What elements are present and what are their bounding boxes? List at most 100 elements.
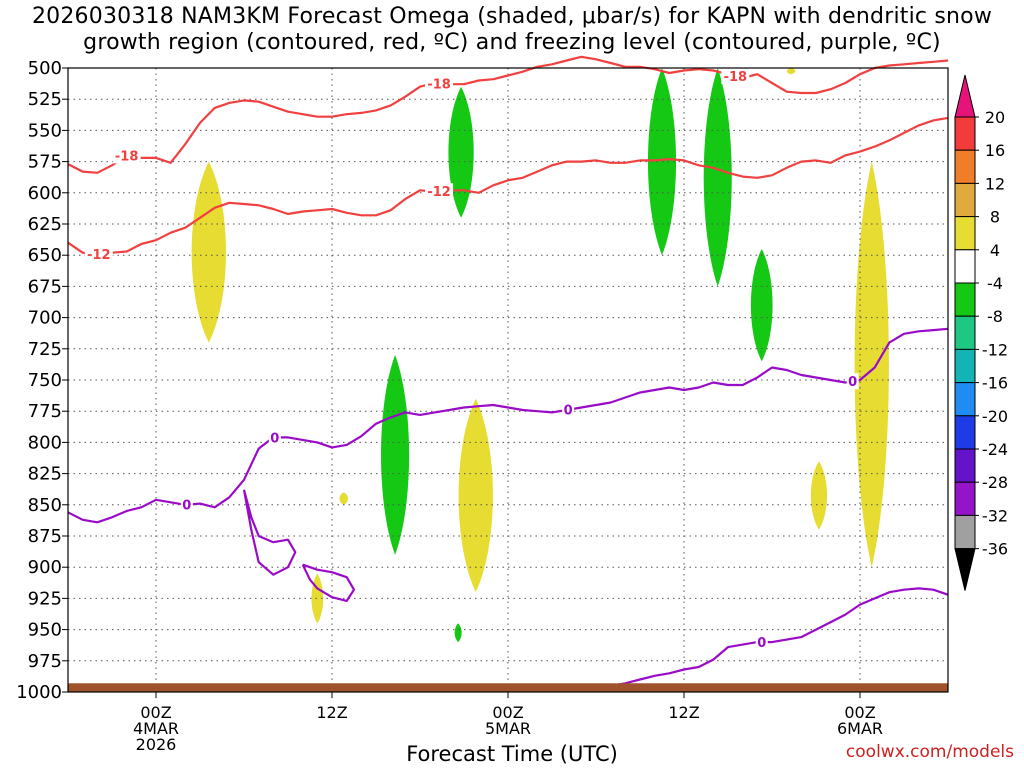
x-axis-label: Forecast Time (UTC)	[406, 742, 618, 766]
colorbar-swatch	[954, 149, 976, 184]
colorbar-label: -8	[987, 307, 1003, 326]
x-tick-label: 2026	[136, 735, 177, 754]
gridlines	[68, 68, 948, 692]
ground-fill	[68, 683, 948, 692]
omega-downward-region	[381, 355, 410, 555]
contour-label: -12	[87, 248, 111, 263]
y-tick-label: 650	[28, 245, 62, 266]
colorbar-bottom-triangle	[954, 548, 976, 591]
contour-line	[67, 327, 949, 524]
omega-shading-layer	[191, 68, 889, 643]
omega-downward-region	[703, 68, 732, 287]
ground-band	[68, 683, 948, 692]
y-tick-label: 675	[28, 276, 62, 297]
contour-line	[67, 55, 949, 174]
y-tick-label: 975	[28, 651, 62, 672]
omega-upward-region	[339, 492, 349, 505]
x-tick-label: 12Z	[668, 703, 699, 722]
y-tick-label: 550	[28, 120, 62, 141]
y-tick-label: 725	[28, 339, 62, 360]
chart-title-line-2: growth region (contoured, red, ºC) and f…	[83, 30, 941, 55]
contour-label: 0	[564, 404, 573, 419]
y-tick-label: 775	[28, 401, 62, 422]
contour-label-bg	[562, 401, 575, 418]
colorbar-swatch	[954, 116, 976, 151]
y-tick-label: 1000	[16, 682, 62, 703]
y-tick-label: 925	[28, 588, 62, 609]
colorbar-label: -36	[982, 540, 1008, 559]
omega-upward-region	[786, 68, 796, 75]
colorbar-label: -4	[987, 274, 1003, 293]
contour-label: 0	[848, 375, 857, 390]
chart-title-line-1: 2026030318 NAM3KM Forecast Omega (shaded…	[31, 4, 993, 29]
colorbar-label: 4	[990, 241, 1000, 260]
axes: 500 525 550 575 600 625 650 675 700 725 750 775 800 8…	[16, 58, 949, 754]
x-tick-label: 00Z	[844, 703, 875, 722]
colorbar: 20 16 12 8 4 -4 -8 -12 -16 -20 -24 -28 -32 -36	[954, 74, 1008, 591]
colorbar-label: -24	[982, 440, 1008, 459]
colorbar-top-triangle	[954, 74, 976, 118]
omega-downward-region	[454, 623, 462, 643]
y-tick-label: 850	[28, 495, 62, 516]
y-tick-label: 800	[28, 432, 62, 453]
colorbar-label: -16	[982, 374, 1008, 393]
contour-label: -18	[724, 70, 748, 85]
contour-lines: -18 -18 -18 -12 -12 0 0 0 0 0	[67, 55, 949, 689]
contour-line	[552, 587, 949, 689]
x-tick-label: 12Z	[316, 703, 347, 722]
y-tick-label: 950	[28, 620, 62, 641]
omega-upward-region	[810, 461, 828, 530]
y-tick-label: 575	[28, 152, 62, 173]
x-tick-label: 5MAR	[485, 719, 531, 738]
colorbar-label: -20	[982, 407, 1008, 426]
colorbar-label: -12	[982, 340, 1008, 359]
omega-upward-region	[191, 161, 226, 343]
colorbar-swatch	[954, 448, 976, 483]
x-tick-label: 6MAR	[837, 719, 883, 738]
contour-label-bg	[268, 429, 281, 446]
colorbar-swatch	[954, 182, 976, 218]
y-tick-label: 525	[28, 89, 62, 110]
contour-line	[301, 563, 356, 603]
colorbar-label: -28	[982, 473, 1008, 492]
colorbar-swatch	[954, 348, 976, 384]
x-tick-label: 00Z	[140, 703, 171, 722]
contour-label-bg	[84, 245, 113, 262]
colorbar-swatch	[954, 216, 976, 251]
colorbar-swatch	[954, 514, 976, 550]
x-tick-label: 4MAR	[133, 719, 179, 738]
contour-label-bg	[425, 75, 454, 92]
colorbar-label: 16	[985, 141, 1005, 160]
omega-upward-region	[854, 161, 889, 568]
contour-label-bg	[112, 147, 141, 164]
y-tick-label: 750	[28, 370, 62, 391]
y-tick-label: 900	[28, 557, 62, 578]
y-tick-label: 625	[28, 214, 62, 235]
contour-label-bg	[755, 634, 768, 651]
colorbar-swatch	[954, 249, 976, 284]
omega-downward-region	[750, 248, 773, 362]
colorbar-label: 8	[990, 208, 1000, 227]
contour-label: -18	[427, 77, 451, 92]
credit-link[interactable]: coolwx.com/models	[845, 742, 1014, 762]
y-tick-label: 825	[28, 464, 62, 485]
colorbar-swatch	[954, 481, 976, 516]
contour-label: -18	[115, 149, 139, 164]
colorbar-label: 20	[985, 108, 1005, 127]
contour-label-bg	[425, 183, 454, 200]
x-tick-label: 00Z	[492, 703, 523, 722]
colorbar-swatch	[954, 315, 976, 350]
colorbar-label: -32	[982, 506, 1008, 525]
colorbar-label: 12	[985, 174, 1005, 193]
omega-downward-region	[448, 86, 474, 218]
colorbar-swatch	[954, 282, 976, 317]
contour-label: 0	[270, 431, 279, 446]
omega-upward-region	[458, 398, 493, 593]
y-tick-label: 500	[28, 58, 62, 79]
contour-line	[242, 489, 297, 576]
colorbar-swatch	[954, 415, 976, 450]
contour-label-bg	[721, 68, 750, 85]
y-tick-label: 700	[28, 308, 62, 329]
contour-label-bg	[180, 496, 193, 513]
